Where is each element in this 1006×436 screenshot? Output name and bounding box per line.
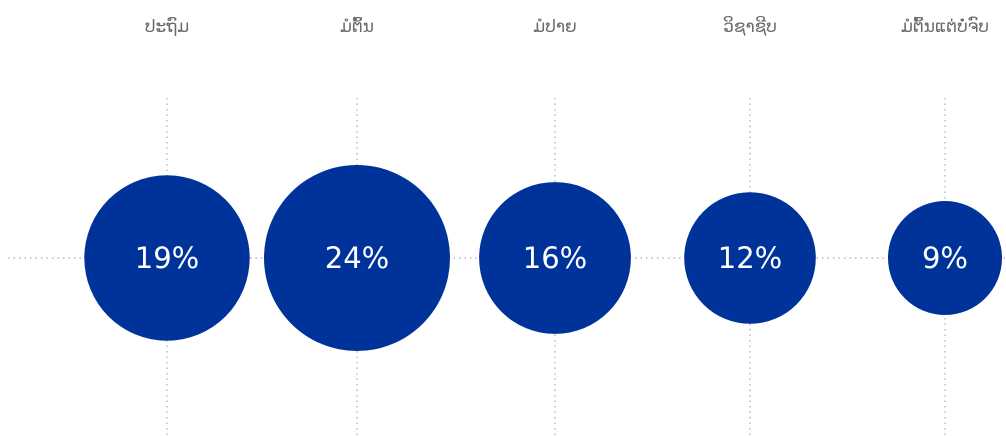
bubble-value-label: 19% [135, 241, 199, 275]
category-label: ປະຖົມ [145, 15, 189, 37]
bubble-value-label: 9% [922, 241, 968, 275]
label-layer: 19% ປະຖົມ 24% ມໍຕົ້ນ 16% ມໍປາຍ 12% ວິຊາຊີບ 9% ມໍຕ… [135, 15, 989, 275]
bubble [684, 192, 816, 324]
bubble [84, 175, 250, 341]
bubble-value-label: 16% [523, 241, 587, 275]
category-label: ວິຊາຊີບ [723, 16, 777, 37]
bubble [888, 201, 1002, 315]
category-label: ມໍຕົ້ນແຕ່ບໍ່ຈົບ [901, 15, 989, 37]
bubble-value-label: 24% [325, 241, 389, 275]
bubble [264, 165, 450, 351]
category-label: ມໍຕົ້ນ [340, 15, 374, 37]
bubble [479, 182, 631, 334]
category-label: ມໍປາຍ [533, 17, 576, 37]
bubble-value-label: 12% [718, 241, 782, 275]
bubble-layer [84, 165, 1002, 351]
